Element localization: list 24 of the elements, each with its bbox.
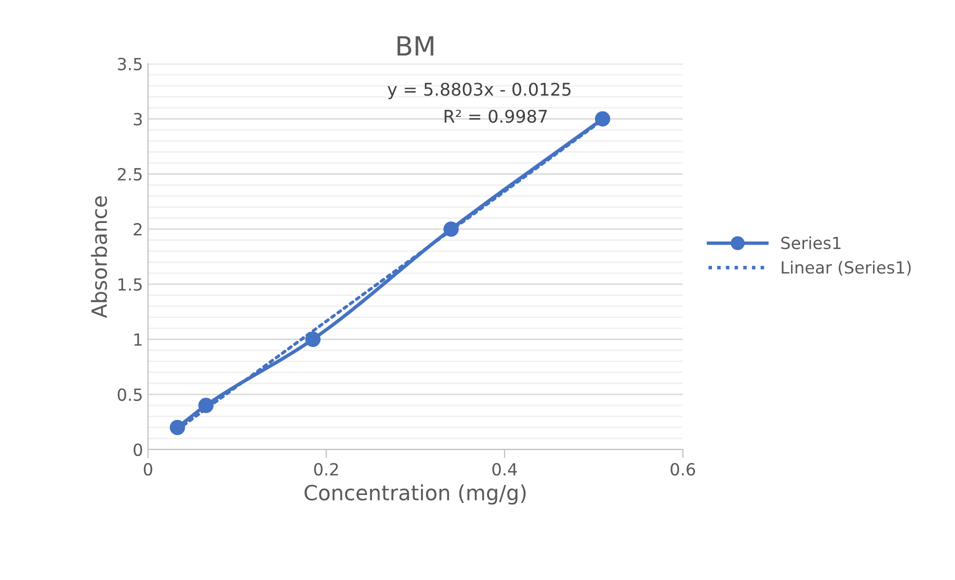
y-tick-label: 3.5 bbox=[118, 58, 142, 70]
y-tick-label: 0 bbox=[134, 443, 142, 456]
annotation: y = 5.8803x - 0.0125 bbox=[388, 82, 571, 100]
legend-label: Series1 bbox=[781, 236, 841, 250]
y-tick-label: 2 bbox=[134, 223, 142, 236]
chart-title: BM bbox=[398, 36, 434, 56]
x-tick-label: 0 bbox=[144, 462, 152, 476]
legend-label: Linear (Series1) bbox=[782, 260, 911, 276]
point bbox=[305, 332, 321, 347]
y-tick-label: 1.5 bbox=[118, 278, 142, 291]
annotation: R² = 0.9987 bbox=[444, 110, 547, 123]
y-tick-label: 3 bbox=[134, 112, 142, 126]
x-tick-label: 0.2 bbox=[314, 462, 338, 476]
x-tick-label: 0.6 bbox=[670, 462, 696, 476]
point bbox=[443, 221, 459, 237]
y-axis-title: Absorbance bbox=[90, 196, 108, 318]
point bbox=[170, 420, 186, 436]
x-tick-label: 0.4 bbox=[492, 462, 517, 476]
x-axis-title: Concentration (mg/g) bbox=[304, 484, 526, 505]
y-tick-label: 0.5 bbox=[118, 388, 142, 401]
y-tick-label: 2.5 bbox=[118, 168, 142, 181]
point bbox=[594, 111, 610, 127]
y-tick-label: 1 bbox=[134, 333, 142, 346]
point bbox=[198, 398, 214, 414]
